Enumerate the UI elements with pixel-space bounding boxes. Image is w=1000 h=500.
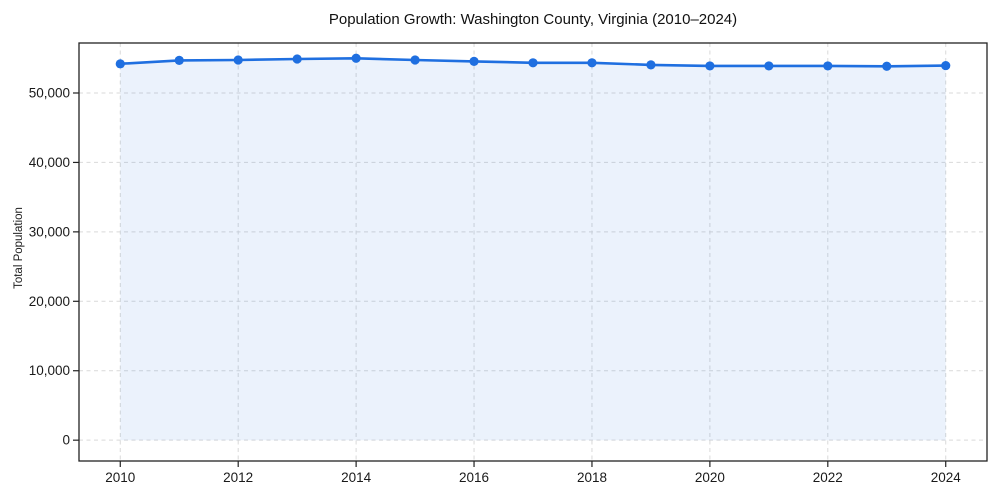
x-tick-label-2012: 2012 <box>223 470 253 485</box>
y-tick-label-30000: 30,000 <box>29 224 70 239</box>
y-tick-label-50000: 50,000 <box>29 85 70 100</box>
data-point-2016 <box>469 56 479 67</box>
data-point-2019 <box>646 60 656 70</box>
data-point-2012 <box>233 55 243 65</box>
area-fill <box>120 58 946 441</box>
data-point-2022 <box>823 61 833 71</box>
y-tick-label-0: 0 <box>62 433 70 448</box>
x-tick-label-2024: 2024 <box>931 470 962 485</box>
data-point-2018 <box>587 58 597 68</box>
x-tick-label-2016: 2016 <box>459 470 489 485</box>
data-point-2017 <box>528 58 538 68</box>
data-point-2020 <box>705 61 715 71</box>
data-point-2014 <box>351 53 361 63</box>
data-point-2013 <box>292 54 302 64</box>
plot-frame <box>78 42 988 462</box>
x-tick-label-2022: 2022 <box>813 470 843 485</box>
x-tick-label-2020: 2020 <box>695 470 725 485</box>
x-tick-label-2018: 2018 <box>577 470 607 485</box>
data-point-2021 <box>764 61 774 71</box>
x-tick-label-2014: 2014 <box>341 470 372 485</box>
chart-title: Population Growth: Washington County, Vi… <box>328 11 738 28</box>
data-point-2015 <box>410 55 420 65</box>
y-tick-label-20000: 20,000 <box>29 294 70 309</box>
x-tick-label-2010: 2010 <box>105 470 135 485</box>
data-point-2023 <box>882 61 892 71</box>
y-tick-label-40000: 40,000 <box>29 155 70 170</box>
data-point-2010 <box>115 59 125 69</box>
y-tick-label-10000: 10,000 <box>29 363 70 378</box>
data-point-2011 <box>174 55 184 65</box>
data-point-2024 <box>941 60 951 71</box>
